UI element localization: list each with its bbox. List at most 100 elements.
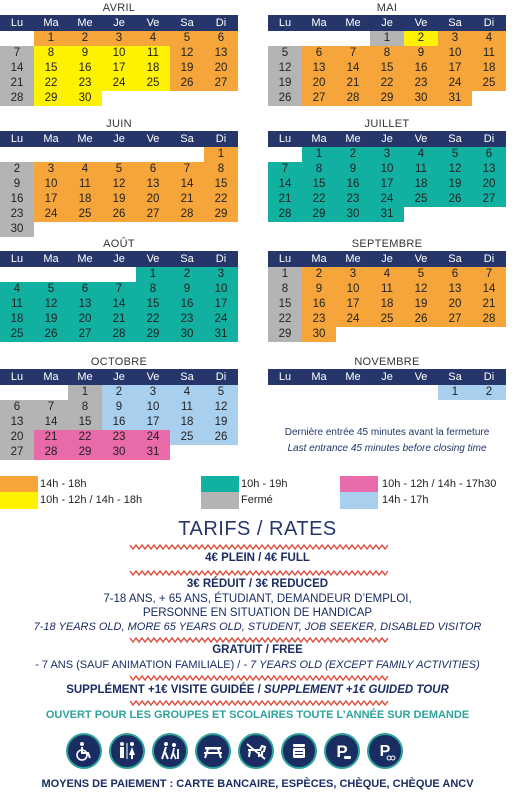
day-cell: 29 [136, 327, 170, 342]
day-cell: 23 [170, 312, 204, 327]
weekday-label: Ve [414, 371, 428, 383]
day-cell: 30 [0, 222, 34, 237]
day-cell: 20 [136, 192, 170, 207]
day-cell: 20 [472, 177, 506, 192]
tarif-plein: 4€ PLEIN / 4€ FULL [205, 552, 310, 564]
day-cell: 12 [268, 61, 302, 76]
day-cell: 6 [472, 147, 506, 162]
day-cell: 16 [404, 61, 438, 76]
toilets-icon [109, 733, 145, 769]
day-cell: 23 [404, 76, 438, 91]
empty-cell [302, 385, 336, 400]
day-cell: 5 [34, 282, 68, 297]
weekday-label: Je [113, 133, 125, 145]
day-cell: 27 [0, 445, 34, 460]
day-cell: 25 [404, 192, 438, 207]
empty-cell [268, 147, 302, 162]
day-cell: 31 [370, 207, 404, 222]
weekday-label: Ma [43, 133, 59, 145]
weekday-label: Ve [414, 17, 428, 29]
weekday-label: Me [77, 253, 93, 265]
day-cell: 19 [34, 312, 68, 327]
day-cell: 19 [438, 177, 472, 192]
divider-zigzag [129, 544, 389, 550]
empty-cell [102, 147, 136, 162]
day-cell: 8 [302, 162, 336, 177]
day-cell: 26 [170, 76, 204, 91]
day-cell: 31 [438, 91, 472, 106]
day-cell: 23 [68, 76, 102, 91]
weekday-label: Je [381, 133, 393, 145]
day-cell: 28 [472, 312, 506, 327]
day-cell: 24 [136, 430, 170, 445]
legend-swatch [201, 476, 239, 493]
legend-label: 14h - 17h [382, 494, 429, 506]
empty-cell [404, 385, 438, 400]
day-cell: 11 [136, 46, 170, 61]
day-grid: 1 2 3 4 5 6 7 8 9 10 11 12 13 14 15 16 17 18 19 20 21 22 23 24 2… [268, 147, 506, 222]
day-cell: 16 [302, 297, 336, 312]
day-cell: 9 [302, 282, 336, 297]
dog-icon [238, 733, 274, 769]
month-title: AOÛT [103, 238, 135, 250]
weekday-label: Me [345, 133, 361, 145]
weekday-label: Je [381, 17, 393, 29]
day-cell: 10 [336, 282, 370, 297]
day-cell: 28 [268, 207, 302, 222]
day-cell: 5 [268, 46, 302, 61]
day-cell: 23 [102, 430, 136, 445]
day-cell: 17 [34, 192, 68, 207]
weekday-label: Lu [10, 133, 24, 145]
groups-note: OUVERT POUR LES GROUPES ET SCOLAIRES TOU… [45, 709, 470, 721]
day-cell: 18 [136, 61, 170, 76]
weekday-label: Me [345, 253, 361, 265]
weekday-label: Ve [146, 253, 160, 265]
day-cell: 20 [438, 297, 472, 312]
weekday-label: Di [215, 371, 227, 383]
legend-swatch [201, 492, 239, 509]
day-cell: 25 [136, 76, 170, 91]
empty-cell [68, 147, 102, 162]
day-cell: 22 [204, 192, 238, 207]
day-cell: 1 [438, 385, 472, 400]
weekday-header: Lu Ma Me Je Ve Sa Di [268, 15, 506, 31]
weekday-label: Lu [10, 253, 24, 265]
day-cell: 26 [102, 207, 136, 222]
weekday-label: Di [215, 253, 227, 265]
day-cell: 22 [68, 430, 102, 445]
parking-bike-icon: P [367, 733, 403, 769]
weekday-label: Ve [414, 133, 428, 145]
day-cell: 8 [268, 282, 302, 297]
day-cell: 20 [302, 76, 336, 91]
day-cell: 1 [268, 267, 302, 282]
day-cell: 18 [68, 192, 102, 207]
day-cell: 11 [404, 162, 438, 177]
day-cell: 19 [268, 76, 302, 91]
day-cell: 8 [136, 282, 170, 297]
weekday-label: Me [345, 371, 361, 383]
day-cell: 5 [404, 267, 438, 282]
day-cell: 10 [102, 46, 136, 61]
parking-car-icon: P [324, 733, 360, 769]
legend-label: Fermé [241, 494, 273, 506]
parking-car-letter: P [336, 742, 347, 761]
day-cell: 21 [0, 76, 34, 91]
day-cell: 30 [68, 91, 102, 106]
day-cell: 2 [68, 31, 102, 46]
day-cell: 12 [204, 400, 238, 415]
weekday-label: Ve [146, 133, 160, 145]
month-2: JUIN Lu Ma Me Je Ve Sa Di 1 2 3 4 5 6 7 8 9 10 11 12 13 14 15 1… [0, 118, 238, 237]
day-cell: 12 [404, 282, 438, 297]
day-cell: 2 [102, 385, 136, 400]
month-5: SEPTEMBRE Lu Ma Me Je Ve Sa Di 1 2 3 4 5 6 7 8 9 10 11 12 13… [268, 238, 506, 342]
month-title: NOVEMBRE [354, 356, 420, 368]
divider-zigzag [129, 637, 389, 643]
day-cell: 18 [404, 177, 438, 192]
month-0: AVRIL Lu Ma Me Je Ve Sa Di 1 2 3 4 5 6 7 8 9 10 11 12 13 14 15… [0, 2, 238, 106]
divider-zigzag [129, 675, 389, 681]
day-cell: 27 [204, 76, 238, 91]
day-cell: 29 [68, 445, 102, 460]
day-cell: 18 [472, 61, 506, 76]
day-cell: 29 [370, 91, 404, 106]
hiking-icon [152, 733, 188, 769]
